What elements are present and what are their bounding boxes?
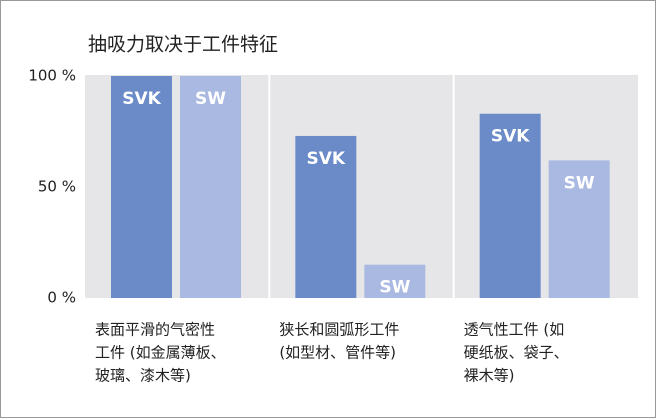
x-tick-label: 硬纸板、袋子、 — [464, 344, 569, 362]
bar-label: SVK — [307, 149, 346, 169]
x-tick-label: 裸木等) — [464, 367, 515, 385]
bar — [479, 113, 541, 299]
bar-label: SW — [195, 89, 226, 109]
x-tick-label: 表面平滑的气密性 — [95, 321, 215, 339]
y-tick-label: 0 % — [47, 289, 76, 307]
x-tick-label: 透气性工件 (如 — [464, 321, 565, 339]
bar — [111, 76, 172, 298]
bar — [180, 76, 241, 298]
bar-label: SW — [564, 173, 595, 193]
plot-background — [85, 75, 638, 298]
x-tick-label: (如型材、管件等) — [279, 344, 396, 362]
bar-label: SVK — [122, 89, 161, 109]
bar — [548, 160, 610, 298]
bar — [364, 264, 426, 298]
chart-title: 抽吸力取决于工件特征 — [88, 34, 278, 56]
x-tick-label: 工件 (如金属薄板、 — [95, 344, 226, 362]
bar — [295, 135, 357, 298]
x-tick-label: 玻璃、漆木等) — [95, 367, 191, 385]
x-tick-label: 狭长和圆弧形工件 — [279, 321, 399, 339]
y-tick-label: 50 % — [38, 178, 76, 196]
y-tick-label: 100 % — [28, 67, 76, 85]
bar-label: SW — [379, 278, 410, 298]
bar-label: SVK — [491, 127, 530, 147]
